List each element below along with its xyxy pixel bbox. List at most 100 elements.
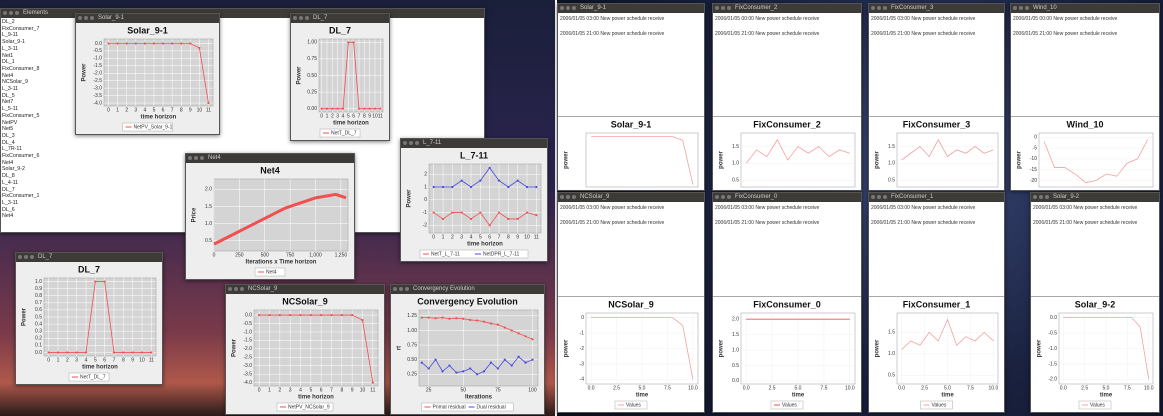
window-button[interactable] [1025,6,1029,10]
y-tick-label: -20 [1030,178,1037,184]
element-item[interactable]: DL_7 [2,187,60,194]
window-button[interactable] [415,141,419,145]
window-button[interactable] [293,16,297,20]
point [451,211,453,213]
window-button[interactable] [90,16,94,20]
window-button[interactable] [409,141,413,145]
window-button[interactable] [727,6,731,10]
element-item[interactable]: NCSolar_9 [2,79,60,86]
window-button[interactable] [399,287,403,291]
element-item[interactable]: NetPV [2,120,60,127]
element-item[interactable]: FixConsumer_8 [2,66,60,73]
window-button[interactable] [234,287,238,291]
element-item[interactable]: DL_6 [2,207,60,214]
window-button[interactable] [721,6,725,10]
window-button[interactable] [228,287,232,291]
window-button[interactable] [305,16,309,20]
point [461,211,463,213]
element-item[interactable]: DL_1 [2,59,60,66]
element-item[interactable]: DL_5 [2,93,60,100]
window-button[interactable] [871,195,875,199]
x-tick-label: 6 [352,113,355,119]
element-item[interactable]: FixConsumer_1 [2,193,60,200]
point [347,41,349,43]
element-item[interactable]: FixConsumer_5 [2,113,60,120]
element-item[interactable]: L_3-11 [2,46,60,53]
window-button[interactable] [24,255,28,259]
element-item[interactable]: L_5-11 [2,106,60,113]
y-tick-label: 1.0 [732,161,739,167]
window-button[interactable] [572,6,576,10]
log-area: 2006/01/05 03:00 New power schedule rece… [869,202,1004,297]
window-button[interactable] [566,195,570,199]
window-button[interactable] [200,156,204,160]
window-button[interactable] [403,141,407,145]
window-button[interactable] [18,255,22,259]
element-item[interactable]: DL_2 [2,19,60,26]
element-item[interactable]: DL_8 [2,173,60,180]
window-button[interactable] [9,11,13,15]
window-button[interactable] [877,195,881,199]
y-tick-label: 1.00 [407,328,417,334]
window-button[interactable] [1019,6,1023,10]
window-button[interactable] [572,195,576,199]
element-item[interactable]: DL_4 [2,140,60,147]
window-button[interactable] [1033,195,1037,199]
point [379,108,381,110]
element-item[interactable]: FixConsumer_6 [2,153,60,160]
window-button[interactable] [3,11,7,15]
window-button[interactable] [405,287,409,291]
element-item[interactable]: L_3-11 [2,86,60,93]
window-button[interactable] [1045,195,1049,199]
point [489,224,491,226]
window-button[interactable] [560,6,564,10]
element-item[interactable]: Net1 [2,53,60,60]
element-item[interactable]: Net7 [2,99,60,106]
window-button[interactable] [299,16,303,20]
window-button[interactable] [715,195,719,199]
chart-title: FixConsumer_3 [903,119,971,129]
window-button[interactable] [78,16,82,20]
element-item[interactable]: L_9-11 [2,32,60,39]
window-button[interactable] [566,6,570,10]
window-button[interactable] [194,156,198,160]
window-button[interactable] [560,195,564,199]
window-button[interactable] [727,195,731,199]
window-button[interactable] [84,16,88,20]
point [428,367,430,369]
window-button[interactable] [883,6,887,10]
point [455,317,457,319]
window-title: Solar_9-1 [98,14,124,23]
element-item[interactable]: Solar_9-1 [2,39,60,46]
window-button[interactable] [1039,195,1043,199]
element-item[interactable]: Net4 [2,160,60,167]
element-item[interactable]: Solar_9-2 [2,166,60,173]
window: Wind_102006/01/05 00:00 New power schedu… [1010,3,1160,191]
element-item[interactable]: FixConsumer_7 [2,26,60,33]
window-button[interactable] [15,11,19,15]
window-button[interactable] [871,6,875,10]
element-item[interactable]: L_4-11 [2,180,60,187]
point [331,108,333,110]
window-button[interactable] [883,195,887,199]
element-item[interactable]: L_7R-11 [2,146,60,153]
window-button[interactable] [393,287,397,291]
element-item[interactable]: DL_3 [2,133,60,140]
window-button[interactable] [240,287,244,291]
element-item[interactable]: L_3-11 [2,200,60,207]
window-button[interactable] [188,156,192,160]
window-button[interactable] [1013,6,1017,10]
y-tick-label: 1.00 [307,40,317,46]
point [469,367,471,369]
window-button[interactable] [715,6,719,10]
x-tick-label: 9 [516,234,519,240]
window-button[interactable] [721,195,725,199]
point [207,102,209,104]
element-item[interactable]: Net4 [2,213,60,220]
element-item[interactable]: Net5 [2,126,60,133]
y-axis-label: power [875,151,881,169]
window-button[interactable] [877,6,881,10]
window-button[interactable] [30,255,34,259]
element-item[interactable]: Net4 [2,73,60,80]
y-tick-label: -1.5 [243,338,252,344]
